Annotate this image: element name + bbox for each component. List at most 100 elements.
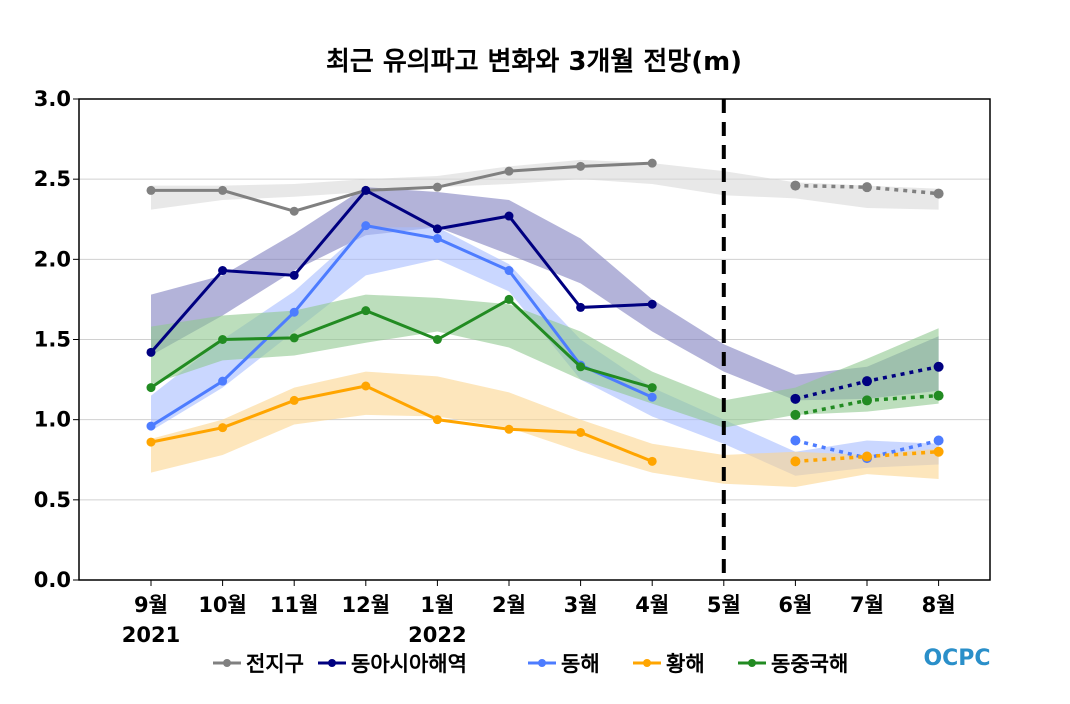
forecast-point [862, 395, 872, 406]
observed-point [576, 362, 586, 372]
observed-point [218, 266, 228, 276]
observed-point [432, 224, 442, 234]
observed-line-0 [151, 161, 653, 213]
observed-point [146, 383, 156, 393]
ocpc-logo: OCPC [923, 646, 990, 671]
legend-label: 황해 [666, 652, 705, 676]
observed-point [146, 437, 156, 447]
x-tick-label: 6월 [778, 593, 812, 617]
observed-point [361, 306, 371, 316]
observed-point [146, 421, 156, 431]
observed-point [218, 185, 228, 195]
x-tick-label: 2월 [492, 593, 526, 617]
observed-point [361, 185, 371, 195]
observed-point [576, 427, 586, 437]
uncertainty-band-3 [151, 371, 939, 488]
observed-point [647, 383, 657, 393]
year-label: 2021 [122, 623, 180, 647]
observed-point [647, 158, 657, 168]
x-tick-label: 12월 [342, 593, 391, 617]
x-tick-label: 8월 [922, 593, 956, 617]
observed-point [218, 423, 228, 433]
x-tick-label: 7월 [850, 593, 884, 617]
observed-point [361, 381, 371, 391]
forecast-line-3 [795, 449, 939, 464]
observed-point [289, 395, 299, 405]
observed-line-1 [149, 188, 653, 354]
uncertainty-band-1 [151, 187, 939, 401]
observed-point [647, 392, 657, 402]
forecast-point [862, 451, 872, 462]
x-tick-label: 3월 [564, 593, 598, 617]
forecast-point [862, 376, 872, 387]
observed-point [504, 166, 514, 176]
legend-marker [328, 659, 336, 667]
legend-label: 전지구 [246, 652, 304, 676]
legend-label: 동해 [561, 652, 600, 676]
forecast-point [933, 390, 944, 401]
legend-item: 황해 [633, 652, 705, 676]
observed-point [432, 415, 442, 425]
uncertainty-band-4 [151, 294, 939, 428]
observed-point [218, 376, 228, 386]
forecast-point [933, 188, 944, 199]
observed-point [432, 233, 442, 243]
observed-point [146, 347, 156, 357]
forecast-point [790, 180, 801, 191]
legend-item: 동아시아해역 [318, 652, 467, 676]
legend-marker [223, 659, 231, 667]
y-tick-label: 0.0 [34, 568, 71, 592]
observed-point [504, 424, 514, 434]
forecast-point [790, 393, 801, 404]
x-tick-label: 10월 [198, 593, 247, 617]
observed-point [289, 333, 299, 343]
forecast-point [933, 361, 944, 372]
x-tick-label: 11월 [270, 593, 319, 617]
observed-line-4 [150, 297, 653, 390]
y-tick-label: 0.5 [34, 488, 71, 512]
legend-marker [538, 659, 546, 667]
forecast-point [790, 435, 801, 446]
legend-marker [748, 659, 756, 667]
observed-line-3 [150, 384, 653, 463]
observed-point [432, 182, 442, 192]
observed-point [576, 161, 586, 171]
logo-text: OCPC [923, 646, 990, 671]
x-tick-label: 5월 [707, 593, 741, 617]
observed-point [146, 185, 156, 195]
legend-marker [643, 659, 651, 667]
observed-point [647, 456, 657, 466]
y-tick-label: 2.0 [34, 247, 71, 271]
legend-item: 동해 [528, 652, 600, 676]
forecast-line-0 [795, 183, 939, 196]
y-tick-label: 1.0 [34, 408, 71, 432]
uncertainty-band-2 [151, 227, 939, 476]
y-tick-label: 1.5 [34, 328, 71, 352]
forecast-point [933, 435, 944, 446]
observed-line-2 [150, 224, 653, 428]
legend-item: 전지구 [213, 652, 304, 676]
x-tick-label: 9월 [134, 593, 168, 617]
chart-title: 최근 유의파고 변화와 3개월 전망(m) [326, 47, 742, 77]
forecast-point [933, 446, 944, 457]
year-label: 2022 [408, 623, 466, 647]
observed-point [647, 299, 657, 309]
legend-label: 동중국해 [771, 652, 848, 676]
forecast-point [862, 182, 872, 193]
observed-point [504, 294, 514, 304]
observed-point [504, 211, 514, 221]
x-tick-label: 4월 [635, 593, 669, 617]
legend-label: 동아시아해역 [351, 652, 467, 676]
forecast-point [790, 456, 801, 467]
legend-item: 동중국해 [738, 652, 848, 676]
observed-point [361, 221, 371, 231]
observed-point [576, 302, 586, 312]
observed-point [504, 266, 514, 276]
observed-point [289, 206, 299, 216]
y-tick-label: 3.0 [34, 87, 71, 111]
y-tick-label: 2.5 [34, 167, 71, 191]
observed-point [289, 307, 299, 317]
forecast-point [790, 409, 801, 420]
